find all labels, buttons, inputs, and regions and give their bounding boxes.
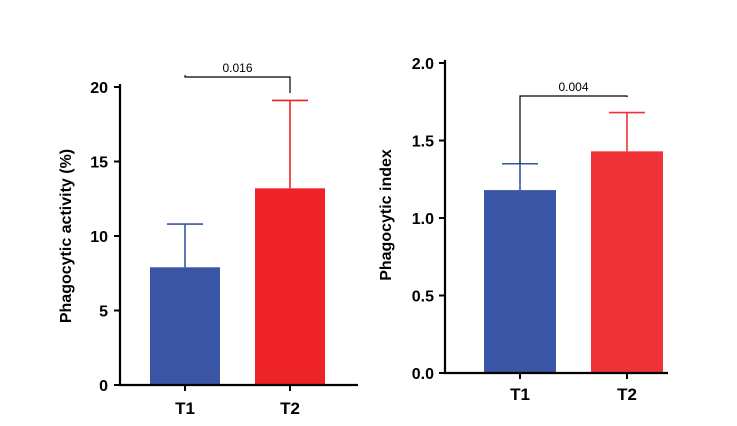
y-tick-label: 10 (90, 229, 108, 246)
chart-phagocytic-index: Phagocytic index T1 T2 0.0 0.5 1.0 1.5 2.0 0.00… (378, 56, 668, 404)
bar-t1 (150, 267, 220, 385)
y-tick-label: 0 (99, 378, 108, 395)
y-axis-title-index: Phagocytic index (378, 149, 395, 281)
p-value-label: 0.004 (558, 80, 588, 94)
bar-t2 (591, 151, 663, 373)
y-tick-label: 1.0 (412, 211, 434, 228)
y-tick-label: 1.5 (412, 134, 434, 151)
y-tick-label: 0.0 (412, 366, 434, 383)
significance-bracket (184, 75, 291, 93)
x-tick-label-t2: T2 (280, 399, 300, 418)
y-axis-title-activity: Phagocytic activity (%) (58, 149, 75, 323)
x-tick-label-t1: T1 (175, 399, 195, 418)
x-tick-label-t1: T1 (510, 385, 530, 404)
x-tick-label-t2: T2 (617, 385, 637, 404)
y-tick-label: 20 (90, 80, 108, 97)
y-tick-label: 2.0 (412, 56, 434, 73)
y-tick-label: 0.5 (412, 289, 434, 306)
p-value-label: 0.016 (222, 61, 252, 75)
chart-phagocytic-activity: Phagocytic activity (%) T1 T2 0 5 10 15 20 0.01… (58, 61, 358, 418)
bar-t1 (484, 190, 556, 373)
y-tick-label: 15 (90, 155, 108, 172)
y-tick-label: 5 (99, 304, 108, 321)
significance-bracket (519, 95, 628, 164)
bar-t2 (255, 188, 325, 385)
